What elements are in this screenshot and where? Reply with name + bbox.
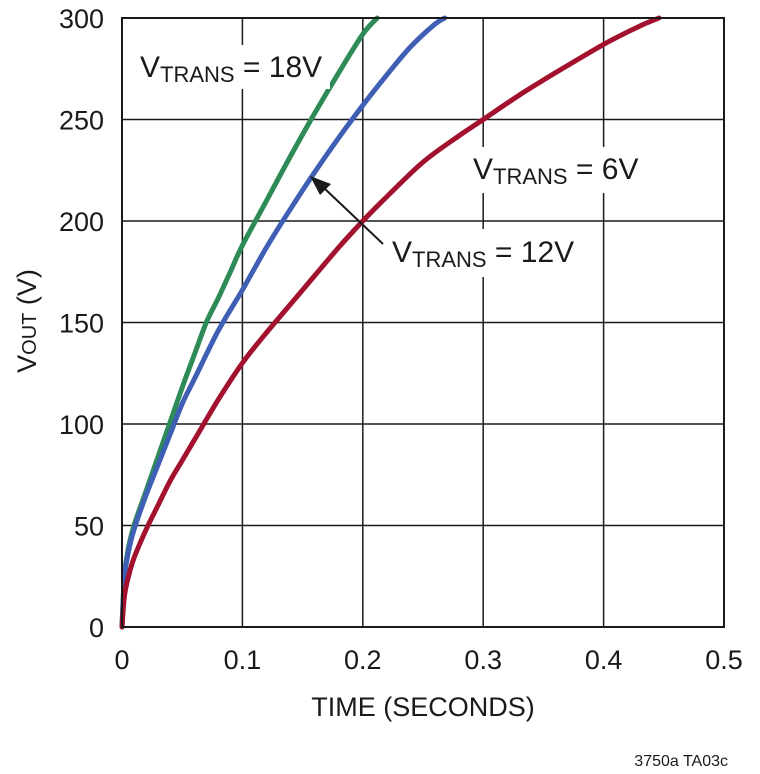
annotation-12v-background bbox=[385, 229, 600, 277]
y-axis-label-rest: (V) bbox=[12, 269, 42, 313]
annotation-12v: VTRANS = 12V bbox=[392, 236, 574, 272]
x-tick-label-5: 0.5 bbox=[705, 645, 743, 675]
x-tick-label-3: 0.3 bbox=[464, 645, 502, 675]
y-tick-label-6: 300 bbox=[59, 4, 104, 34]
annotation-12v-arrowhead bbox=[310, 176, 331, 195]
annotation-18v: VTRANS = 18V bbox=[140, 51, 322, 87]
x-tick-label-4: 0.4 bbox=[585, 645, 623, 675]
x-tick-label-0: 0 bbox=[114, 645, 129, 675]
annotation-18v-background bbox=[130, 45, 330, 89]
y-axis-label-v: V bbox=[12, 355, 42, 373]
y-tick-label-0: 0 bbox=[89, 613, 104, 643]
y-axis-label-sub: OUT bbox=[19, 313, 41, 355]
y-tick-label-2: 100 bbox=[59, 410, 104, 440]
x-axis-label: TIME (SECONDS) bbox=[311, 692, 535, 722]
annotation-12v-arrow-line bbox=[323, 187, 384, 245]
y-tick-label-5: 250 bbox=[59, 106, 104, 136]
series-layer bbox=[119, 15, 662, 630]
x-tick-label-2: 0.2 bbox=[344, 645, 382, 675]
y-tick-label-4: 200 bbox=[59, 207, 104, 237]
series-vtrans-12v bbox=[119, 15, 448, 630]
plot-frame bbox=[121, 17, 725, 628]
annotation-6v-background bbox=[466, 147, 666, 193]
y-tick-label-3: 150 bbox=[59, 309, 104, 339]
x-tick-label-1: 0.1 bbox=[224, 645, 262, 675]
annotation-6v: VTRANS = 6V bbox=[473, 153, 638, 189]
series-vtrans-6v bbox=[119, 15, 662, 630]
grid bbox=[122, 18, 724, 627]
tick-labels: 0 0.1 0.2 0.3 0.4 0.5 0 50 100 150 200 250 300 bbox=[59, 4, 743, 675]
figure-footnote: 3750a TA03c bbox=[634, 753, 728, 770]
y-tick-label-1: 50 bbox=[74, 512, 104, 542]
y-axis-label: VOUT (V) bbox=[12, 269, 42, 373]
